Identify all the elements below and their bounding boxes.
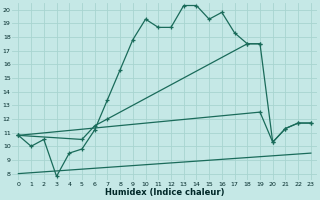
X-axis label: Humidex (Indice chaleur): Humidex (Indice chaleur) xyxy=(105,188,224,197)
